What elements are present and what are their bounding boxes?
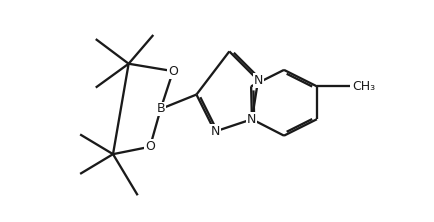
Text: N: N: [210, 125, 220, 138]
Text: O: O: [168, 65, 178, 78]
Text: O: O: [145, 140, 155, 153]
Text: CH₃: CH₃: [352, 80, 375, 93]
Text: N: N: [253, 74, 263, 87]
Text: N: N: [247, 113, 256, 126]
Text: B: B: [156, 102, 165, 115]
